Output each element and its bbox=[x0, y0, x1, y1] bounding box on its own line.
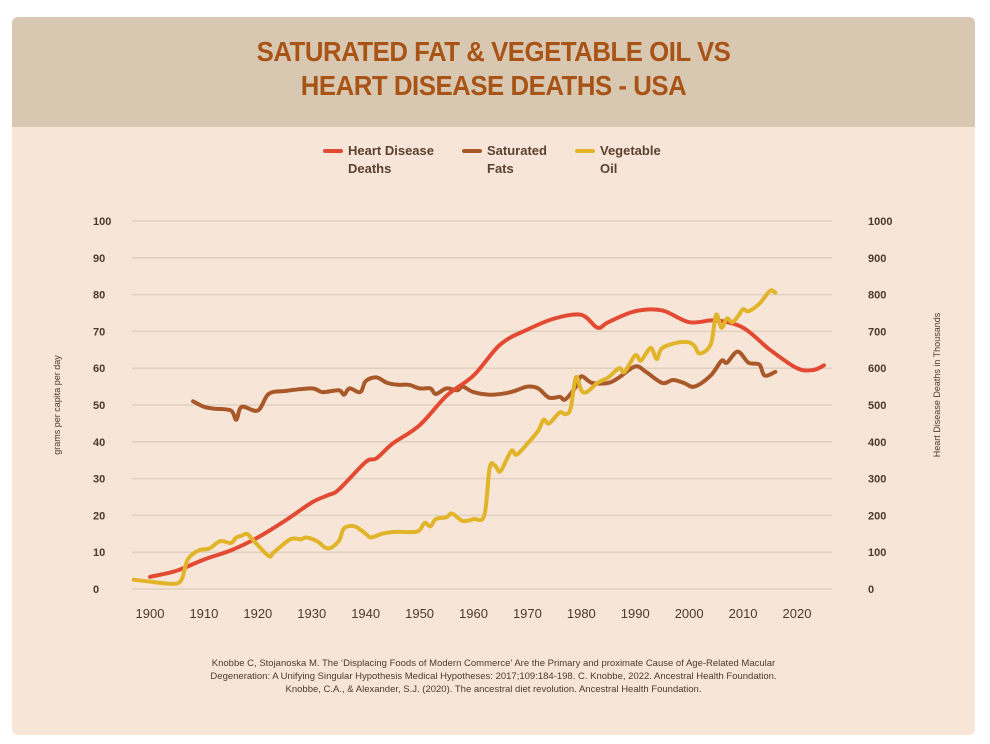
y-tick-label: 10 bbox=[93, 547, 105, 559]
y-tick-label: 100 bbox=[93, 216, 111, 228]
y2-tick-label: 100 bbox=[868, 547, 886, 559]
x-tick-label: 1930 bbox=[297, 606, 326, 621]
legend-item-heart-disease: Heart Disease Deaths bbox=[323, 142, 434, 178]
y2-tick-label: 500 bbox=[868, 400, 886, 412]
y-tick-label: 60 bbox=[93, 363, 105, 375]
grid-lines bbox=[132, 220, 832, 590]
chart-card: SATURATED FAT & VEGETABLE OIL VS HEART D… bbox=[12, 17, 975, 735]
x-tick-label: 1970 bbox=[513, 606, 542, 621]
x-tick-label: 1940 bbox=[351, 606, 380, 621]
x-tick-label: 1960 bbox=[459, 606, 488, 621]
y-tick-label: 50 bbox=[93, 400, 105, 412]
x-tick-label: 1990 bbox=[621, 606, 650, 621]
x-tick-label: 1900 bbox=[136, 606, 165, 621]
y2-tick-label: 900 bbox=[868, 253, 886, 265]
x-tick-label: 2000 bbox=[675, 606, 704, 621]
y2-tick-label: 400 bbox=[868, 437, 886, 449]
right-axis-ticks: 0 100 200 300 400 500 600 700 800 900 1000 bbox=[868, 216, 892, 596]
legend-item-saturated-fats: Saturated Fats bbox=[462, 142, 547, 178]
y2-tick-label: 600 bbox=[868, 363, 886, 375]
legend-item-vegetable-oil: Vegetable Oil bbox=[575, 142, 661, 178]
chart-title-line2: HEART DISEASE DEATHS - USA bbox=[300, 70, 687, 101]
source-citation: Knobbe C, Stojanoska M. The ‘Displacing … bbox=[12, 657, 975, 696]
chart-legend: Heart Disease Deaths Saturated Fats Vege… bbox=[12, 142, 975, 182]
y-tick-label: 90 bbox=[93, 253, 105, 265]
source-line-2: Degeneration: A Unifying Singular Hypoth… bbox=[210, 671, 777, 682]
y-tick-label: 30 bbox=[93, 474, 105, 486]
y2-tick-label: 200 bbox=[868, 510, 886, 522]
series-lines bbox=[131, 288, 826, 586]
x-axis-ticks: 1900 1910 1920 1930 1940 1950 1960 1970 1980 1990… bbox=[136, 606, 812, 621]
legend-label-heart-disease: Heart Disease Deaths bbox=[348, 143, 434, 176]
x-tick-label: 1920 bbox=[243, 606, 272, 621]
y-tick-label: 80 bbox=[93, 290, 105, 302]
legend-swatch-heart-disease bbox=[323, 149, 343, 153]
source-line-1: Knobbe C, Stojanoska M. The ‘Displacing … bbox=[211, 658, 776, 669]
y-tick-label: 0 bbox=[93, 584, 99, 596]
left-axis-title: grams per capita per day bbox=[52, 355, 62, 455]
legend-swatch-vegetable-oil bbox=[575, 149, 595, 153]
source-line-3: Knobbe, C.A., & Alexander, S.J. (2020). … bbox=[285, 684, 702, 695]
chart-title: SATURATED FAT & VEGETABLE OIL VS HEART D… bbox=[51, 35, 937, 103]
x-tick-label: 1910 bbox=[189, 606, 218, 621]
y2-tick-label: 1000 bbox=[868, 216, 892, 228]
y2-tick-label: 0 bbox=[868, 584, 874, 596]
y-tick-label: 40 bbox=[93, 437, 105, 449]
y2-tick-label: 700 bbox=[868, 326, 886, 338]
left-axis-ticks: 0 10 20 30 40 50 60 70 80 90 100 bbox=[93, 216, 111, 596]
chart-header: SATURATED FAT & VEGETABLE OIL VS HEART D… bbox=[12, 17, 975, 127]
series-line-saturated-fats bbox=[191, 349, 778, 422]
y2-tick-label: 300 bbox=[868, 474, 886, 486]
right-axis-title: Heart Disease Deaths in Thousands bbox=[932, 312, 942, 457]
legend-label-vegetable-oil: Vegetable Oil bbox=[600, 143, 661, 176]
x-tick-label: 2010 bbox=[729, 606, 758, 621]
legend-label-saturated-fats: Saturated Fats bbox=[487, 143, 547, 176]
x-tick-label: 1950 bbox=[405, 606, 434, 621]
legend-swatch-saturated-fats bbox=[462, 149, 482, 153]
y2-tick-label: 800 bbox=[868, 290, 886, 302]
x-tick-label: 1980 bbox=[567, 606, 596, 621]
x-tick-label: 2020 bbox=[783, 606, 812, 621]
series-line-vegetable-oil bbox=[131, 288, 778, 586]
chart-title-line1: SATURATED FAT & VEGETABLE OIL VS bbox=[256, 36, 731, 67]
y-tick-label: 20 bbox=[93, 510, 105, 522]
y-tick-label: 70 bbox=[93, 326, 105, 338]
